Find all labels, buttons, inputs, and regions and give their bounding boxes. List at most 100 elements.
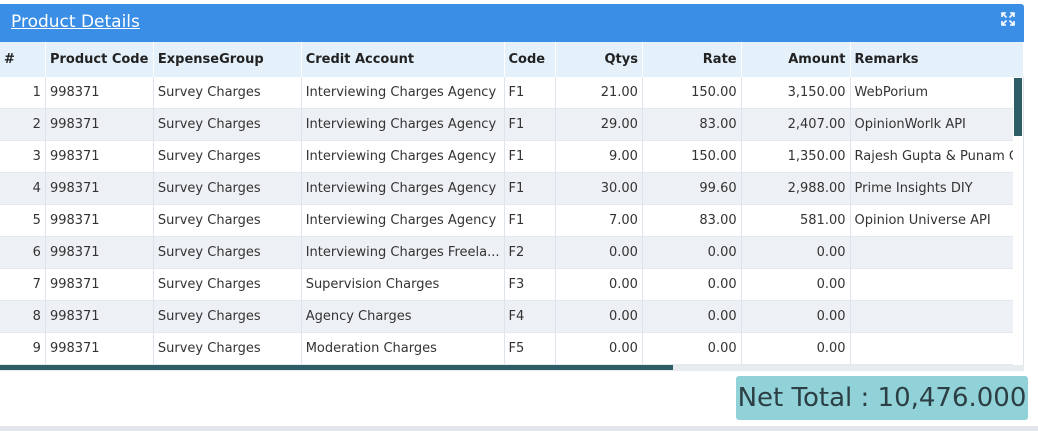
cell-index: 5 [0, 204, 46, 237]
column-header-qtys[interactable]: Qtys [555, 42, 643, 77]
panel-title[interactable]: Product Details [11, 12, 140, 32]
cell-code: F5 [504, 332, 556, 365]
cell-product-code: 998371 [45, 172, 154, 205]
bottom-divider [0, 426, 1038, 431]
cell-amount: 0.00 [741, 300, 851, 333]
vertical-scrollbar-thumb[interactable] [1014, 78, 1022, 136]
cell-product-code: 998371 [45, 204, 154, 237]
cell-expense-group: Survey Charges [153, 236, 302, 269]
cell-qtys: 0.00 [555, 236, 643, 269]
column-header-rate[interactable]: Rate [642, 42, 742, 77]
cell-product-code: 998371 [45, 140, 154, 173]
table-row[interactable]: 4 998371 Survey Charges Interviewing Charge… [0, 172, 1024, 205]
column-header-product-code[interactable]: Product Code [45, 42, 154, 77]
horizontal-scrollbar-thumb[interactable] [0, 365, 673, 370]
cell-product-code: 998371 [45, 236, 154, 269]
cell-rate: 0.00 [642, 236, 742, 269]
cell-qtys: 7.00 [555, 204, 643, 237]
cell-index: 7 [0, 268, 46, 301]
column-header-index[interactable]: # [0, 42, 46, 77]
column-header-credit-account[interactable]: Credit Account [301, 42, 505, 77]
cell-credit-account: Moderation Charges [301, 332, 505, 365]
cell-product-code: 998371 [45, 268, 154, 301]
cell-rate: 0.00 [642, 332, 742, 365]
cell-index: 9 [0, 332, 46, 365]
table-header-row: # Product Code ExpenseGroup Credit Accou… [0, 42, 1024, 77]
cell-credit-account: Interviewing Charges Agency [301, 204, 505, 237]
cell-rate: 150.00 [642, 140, 742, 173]
cell-qtys: 21.00 [555, 77, 643, 109]
cell-expense-group: Survey Charges [153, 268, 302, 301]
cell-code: F4 [504, 300, 556, 333]
cell-amount: 2,988.00 [741, 172, 851, 205]
cell-product-code: 998371 [45, 300, 154, 333]
table-row[interactable]: 2 998371 Survey Charges Interviewing Charge… [0, 108, 1024, 141]
table-row[interactable]: 3 998371 Survey Charges Interviewing Charge… [0, 140, 1024, 173]
cell-credit-account: Agency Charges [301, 300, 505, 333]
table-row[interactable]: 7 998371 Survey Charges Supervision Charges… [0, 268, 1024, 301]
cell-rate: 83.00 [642, 204, 742, 237]
cell-code: F1 [504, 140, 556, 173]
cell-remarks: Opinion Universe API [850, 204, 1024, 237]
cell-amount: 1,350.00 [741, 140, 851, 173]
column-header-amount[interactable]: Amount [741, 42, 851, 77]
table-row[interactable]: 6 998371 Survey Charges Interviewing Charge… [0, 236, 1024, 269]
cell-expense-group: Survey Charges [153, 172, 302, 205]
table-row[interactable]: 1 998371 Survey Charges Interviewing Charge… [0, 77, 1024, 109]
cell-qtys: 0.00 [555, 300, 643, 333]
panel-header: Product Details [0, 4, 1024, 42]
table-row[interactable]: 9 998371 Survey Charges Moderation Charges F… [0, 332, 1024, 365]
vertical-scrollbar[interactable] [1013, 78, 1023, 365]
cell-credit-account: Interviewing Charges Agency [301, 108, 505, 141]
table-row[interactable]: 8 998371 Survey Charges Agency Charges F4 0.0… [0, 300, 1024, 333]
cell-rate: 0.00 [642, 268, 742, 301]
cell-product-code: 998371 [45, 108, 154, 141]
cell-amount: 581.00 [741, 204, 851, 237]
cell-expense-group: Survey Charges [153, 140, 302, 173]
horizontal-scrollbar[interactable] [0, 365, 1024, 371]
cell-index: 1 [0, 77, 46, 109]
expand-icon[interactable] [1001, 12, 1015, 26]
cell-rate: 99.60 [642, 172, 742, 205]
cell-index: 4 [0, 172, 46, 205]
column-header-code[interactable]: Code [504, 42, 556, 77]
cell-remarks: Rajesh Gupta & Punam G [850, 140, 1024, 173]
cell-product-code: 998371 [45, 332, 154, 365]
cell-rate: 150.00 [642, 77, 742, 109]
table-row[interactable]: 5 998371 Survey Charges Interviewing Charge… [0, 204, 1024, 237]
cell-rate: 0.00 [642, 300, 742, 333]
cell-index: 8 [0, 300, 46, 333]
cell-qtys: 0.00 [555, 268, 643, 301]
cell-amount: 2,407.00 [741, 108, 851, 141]
cell-expense-group: Survey Charges [153, 332, 302, 365]
cell-remarks [850, 300, 1024, 333]
cell-remarks [850, 236, 1024, 269]
net-total-badge: Net Total : 10,476.000 [736, 376, 1028, 420]
cell-credit-account: Interviewing Charges Agency [301, 172, 505, 205]
cell-code: F1 [504, 108, 556, 141]
cell-qtys: 30.00 [555, 172, 643, 205]
cell-remarks [850, 332, 1024, 365]
cell-code: F1 [504, 172, 556, 205]
cell-qtys: 0.00 [555, 332, 643, 365]
cell-qtys: 29.00 [555, 108, 643, 141]
product-table: # Product Code ExpenseGroup Credit Accou… [0, 42, 1024, 365]
cell-amount: 3,150.00 [741, 77, 851, 109]
cell-remarks: WebPorium [850, 77, 1024, 109]
column-header-remarks[interactable]: Remarks [850, 42, 1024, 77]
cell-expense-group: Survey Charges [153, 77, 302, 109]
cell-remarks [850, 268, 1024, 301]
cell-credit-account: Interviewing Charges Agency [301, 140, 505, 173]
cell-code: F2 [504, 236, 556, 269]
cell-credit-account: Interviewing Charges Freela... [301, 236, 505, 269]
cell-code: F1 [504, 77, 556, 109]
cell-expense-group: Survey Charges [153, 204, 302, 237]
cell-remarks: Prime Insights DIY [850, 172, 1024, 205]
cell-qtys: 9.00 [555, 140, 643, 173]
cell-credit-account: Interviewing Charges Agency [301, 77, 505, 109]
cell-remarks: OpinionWorlk API [850, 108, 1024, 141]
cell-index: 6 [0, 236, 46, 269]
cell-expense-group: Survey Charges [153, 108, 302, 141]
column-header-expense-group[interactable]: ExpenseGroup [153, 42, 302, 77]
cell-amount: 0.00 [741, 268, 851, 301]
